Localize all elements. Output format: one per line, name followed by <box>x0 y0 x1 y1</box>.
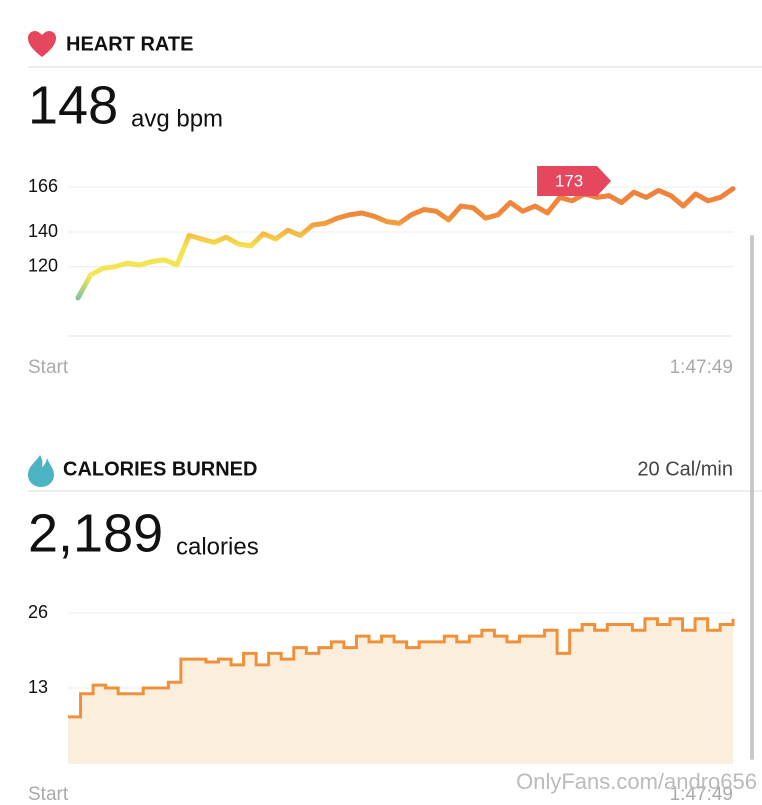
summary-unit: calories <box>176 533 259 560</box>
y-tick-label: 13 <box>28 677 48 697</box>
y-tick-label: 166 <box>28 176 58 196</box>
y-tick-label: 140 <box>28 221 58 241</box>
section-title: CALORIES BURNED <box>63 458 257 480</box>
calorie-rate: 20 Cal/min <box>637 458 733 480</box>
summary-value: 148 <box>28 75 118 135</box>
summary-value: 2,189 <box>28 503 163 563</box>
y-tick-label: 120 <box>28 255 58 275</box>
summary-unit: avg bpm <box>131 105 223 132</box>
x-tick-label: Start <box>28 357 69 378</box>
y-tick-label: 26 <box>28 602 48 622</box>
x-tick-label: 1:47:49 <box>670 357 733 378</box>
section-title: HEART RATE <box>66 33 193 55</box>
heart-rate-line <box>75 186 736 301</box>
x-tick-label: Start <box>28 784 69 800</box>
peak-flag <box>537 166 612 196</box>
flame-icon <box>28 455 54 487</box>
calorie-line <box>68 617 735 719</box>
watermark: OnlyFans.com/andro656 <box>516 769 757 794</box>
heart-icon <box>28 31 56 57</box>
peak-label: 173 <box>555 171 583 190</box>
scrollbar <box>750 235 754 760</box>
